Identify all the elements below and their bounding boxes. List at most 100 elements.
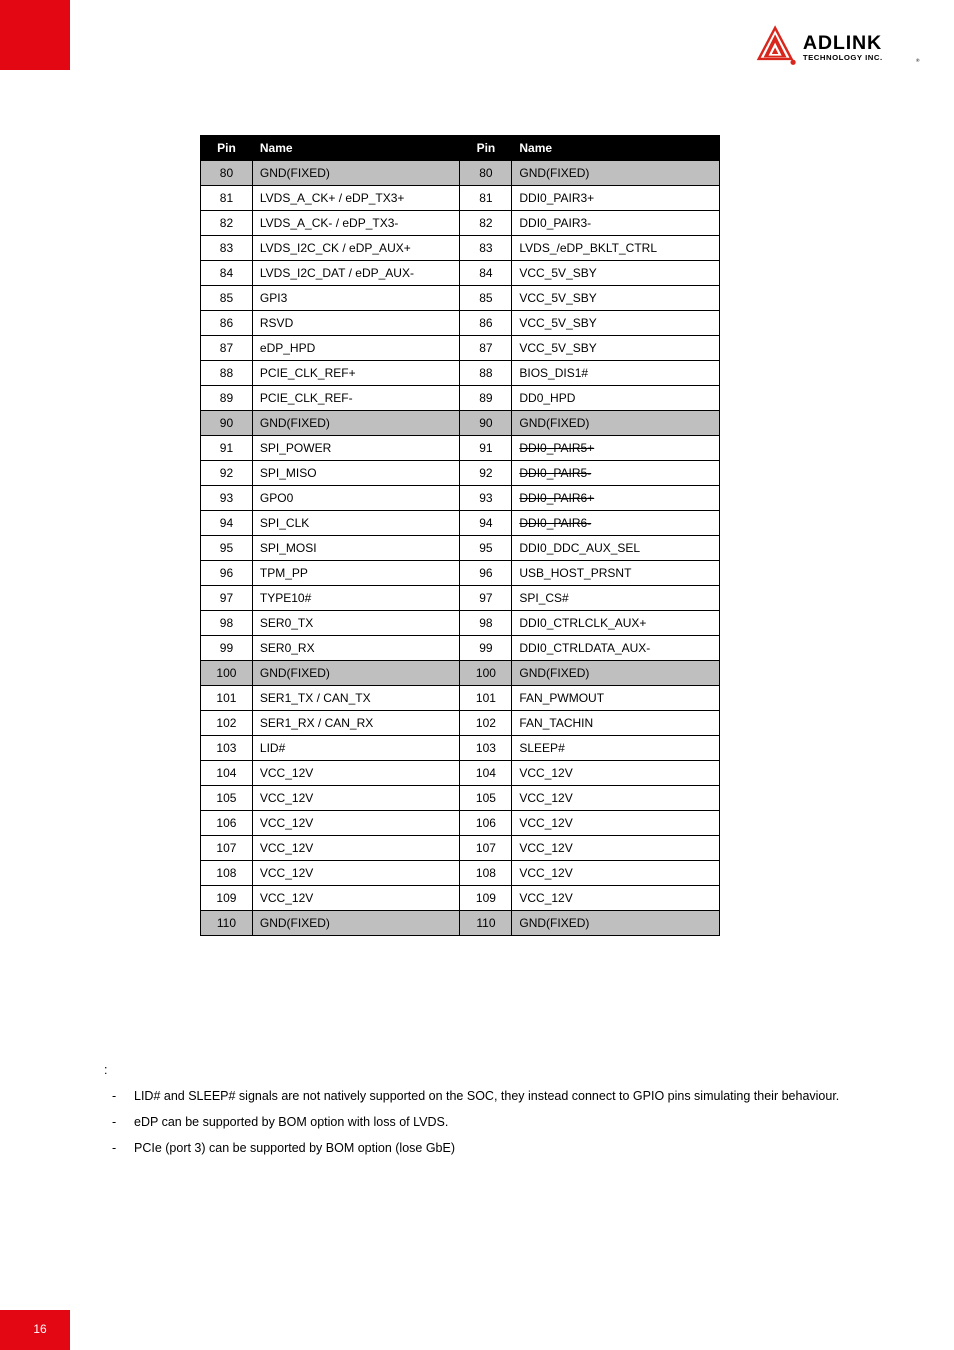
page-number-footer: 16: [0, 1310, 70, 1350]
note-item: PCIe (port 3) can be supported by BOM op…: [112, 1138, 910, 1158]
cell-pin-b: 92: [460, 461, 512, 486]
cell-pin-b: 87: [460, 336, 512, 361]
cell-name-b: VCC_5V_SBY: [512, 311, 720, 336]
table-row: 99SER0_RX99DDI0_CTRLDATA_AUX-: [201, 636, 720, 661]
cell-name-a: GND(FIXED): [252, 911, 460, 936]
cell-name-b: DDI0_PAIR5-: [512, 461, 720, 486]
pinout-table: Pin Name Pin Name 80GND(FIXED)80GND(FIXE…: [200, 135, 720, 936]
adlink-logo: ADLINK TECHNOLOGY INC. ®: [744, 20, 924, 75]
cell-pin-b: 99: [460, 636, 512, 661]
cell-name-b: GND(FIXED): [512, 411, 720, 436]
notes-list: LID# and SLEEP# signals are not natively…: [100, 1086, 910, 1158]
adlink-logo-svg: ADLINK TECHNOLOGY INC. ®: [744, 20, 924, 75]
cell-name-a: LVDS_A_CK- / eDP_TX3-: [252, 211, 460, 236]
cell-name-a: SPI_MOSI: [252, 536, 460, 561]
cell-pin-b: 81: [460, 186, 512, 211]
cell-pin-a: 89: [201, 386, 253, 411]
cell-pin-b: 80: [460, 161, 512, 186]
cell-name-a: SPI_CLK: [252, 511, 460, 536]
cell-name-a: VCC_12V: [252, 761, 460, 786]
cell-name-a: LVDS_I2C_CK / eDP_AUX+: [252, 236, 460, 261]
cell-pin-b: 94: [460, 511, 512, 536]
cell-pin-a: 102: [201, 711, 253, 736]
cell-pin-a: 109: [201, 886, 253, 911]
table-row: 97TYPE10#97SPI_CS#: [201, 586, 720, 611]
table-row: 101SER1_TX / CAN_TX101FAN_PWMOUT: [201, 686, 720, 711]
cell-name-b: VCC_12V: [512, 886, 720, 911]
cell-pin-b: 88: [460, 361, 512, 386]
cell-name-a: VCC_12V: [252, 861, 460, 886]
cell-pin-a: 94: [201, 511, 253, 536]
cell-name-a: VCC_12V: [252, 811, 460, 836]
cell-name-b: DD0_HPD: [512, 386, 720, 411]
pinout-table-container: Pin Name Pin Name 80GND(FIXED)80GND(FIXE…: [200, 135, 720, 936]
cell-name-a: VCC_12V: [252, 836, 460, 861]
cell-pin-b: 82: [460, 211, 512, 236]
cell-pin-a: 95: [201, 536, 253, 561]
cell-name-b: GND(FIXED): [512, 161, 720, 186]
cell-name-b: SLEEP#: [512, 736, 720, 761]
page-number: 16: [33, 1322, 46, 1336]
cell-name-b: VCC_12V: [512, 811, 720, 836]
table-row: 106VCC_12V106VCC_12V: [201, 811, 720, 836]
cell-name-a: VCC_12V: [252, 786, 460, 811]
cell-pin-a: 83: [201, 236, 253, 261]
cell-name-b: VCC_5V_SBY: [512, 261, 720, 286]
table-header-row: Pin Name Pin Name: [201, 136, 720, 161]
cell-pin-b: 86: [460, 311, 512, 336]
cell-pin-b: 100: [460, 661, 512, 686]
notes-section: : LID# and SLEEP# signals are not native…: [100, 1060, 910, 1164]
cell-pin-b: 105: [460, 786, 512, 811]
cell-name-a: RSVD: [252, 311, 460, 336]
cell-pin-a: 86: [201, 311, 253, 336]
cell-pin-b: 98: [460, 611, 512, 636]
col-header-name-b: Name: [512, 136, 720, 161]
table-row: 92SPI_MISO92DDI0_PAIR5-: [201, 461, 720, 486]
cell-name-a: GND(FIXED): [252, 411, 460, 436]
cell-name-a: SER1_TX / CAN_TX: [252, 686, 460, 711]
cell-name-b: FAN_PWMOUT: [512, 686, 720, 711]
cell-name-a: SPI_POWER: [252, 436, 460, 461]
table-row: 109VCC_12V109VCC_12V: [201, 886, 720, 911]
cell-name-b: VCC_12V: [512, 761, 720, 786]
cell-pin-a: 81: [201, 186, 253, 211]
cell-pin-b: 107: [460, 836, 512, 861]
table-row: 93GPO093DDI0_PAIR6+: [201, 486, 720, 511]
cell-pin-b: 93: [460, 486, 512, 511]
col-header-pin-a: Pin: [201, 136, 253, 161]
table-row: 104VCC_12V104VCC_12V: [201, 761, 720, 786]
cell-name-b: DDI0_PAIR3-: [512, 211, 720, 236]
cell-pin-a: 80: [201, 161, 253, 186]
table-row: 82LVDS_A_CK- / eDP_TX3-82DDI0_PAIR3-: [201, 211, 720, 236]
table-row: 87eDP_HPD87VCC_5V_SBY: [201, 336, 720, 361]
svg-text:®: ®: [916, 57, 920, 64]
cell-name-a: PCIE_CLK_REF+: [252, 361, 460, 386]
table-row: 85GPI385VCC_5V_SBY: [201, 286, 720, 311]
cell-pin-b: 103: [460, 736, 512, 761]
cell-pin-b: 104: [460, 761, 512, 786]
cell-name-a: GPI3: [252, 286, 460, 311]
table-row: 103LID#103SLEEP#: [201, 736, 720, 761]
cell-pin-b: 96: [460, 561, 512, 586]
cell-pin-a: 108: [201, 861, 253, 886]
table-row: 86RSVD86VCC_5V_SBY: [201, 311, 720, 336]
table-row: 108VCC_12V108VCC_12V: [201, 861, 720, 886]
note-item: eDP can be supported by BOM option with …: [112, 1112, 910, 1132]
cell-name-b: GND(FIXED): [512, 911, 720, 936]
cell-name-a: SPI_MISO: [252, 461, 460, 486]
col-header-name-a: Name: [252, 136, 460, 161]
cell-name-b: DDI0_CTRLDATA_AUX-: [512, 636, 720, 661]
table-row: 81LVDS_A_CK+ / eDP_TX3+81DDI0_PAIR3+: [201, 186, 720, 211]
table-row: 89PCIE_CLK_REF-89DD0_HPD: [201, 386, 720, 411]
cell-name-a: LVDS_I2C_DAT / eDP_AUX-: [252, 261, 460, 286]
cell-pin-a: 107: [201, 836, 253, 861]
cell-name-a: SER0_RX: [252, 636, 460, 661]
table-row: 88PCIE_CLK_REF+88BIOS_DIS1#: [201, 361, 720, 386]
table-row: 90GND(FIXED)90GND(FIXED): [201, 411, 720, 436]
cell-name-b: DDI0_PAIR6+: [512, 486, 720, 511]
cell-name-b: VCC_5V_SBY: [512, 336, 720, 361]
table-row: 110GND(FIXED)110GND(FIXED): [201, 911, 720, 936]
cell-pin-b: 101: [460, 686, 512, 711]
cell-pin-a: 96: [201, 561, 253, 586]
cell-pin-a: 105: [201, 786, 253, 811]
